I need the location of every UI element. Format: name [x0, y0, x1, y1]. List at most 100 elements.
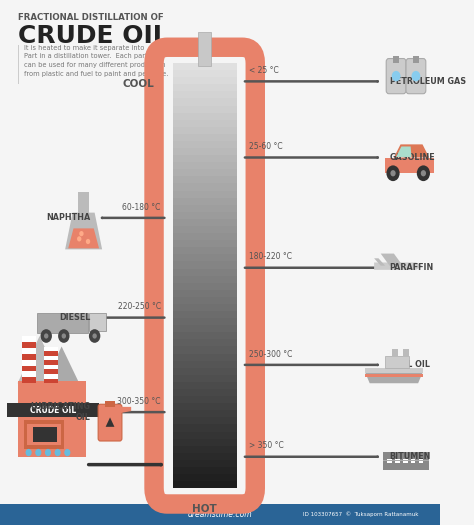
Polygon shape: [396, 146, 411, 157]
Bar: [22, 342, 36, 348]
Bar: [22, 336, 36, 383]
Text: FUEL OIL: FUEL OIL: [390, 360, 429, 370]
Bar: [173, 453, 237, 460]
Bar: [173, 183, 237, 191]
Bar: [173, 127, 237, 134]
Polygon shape: [365, 373, 422, 383]
Bar: [173, 226, 237, 233]
Polygon shape: [381, 254, 403, 266]
Bar: [173, 70, 237, 77]
Bar: [173, 254, 237, 261]
Bar: [173, 240, 237, 247]
Circle shape: [92, 333, 97, 339]
Bar: [173, 120, 237, 127]
Bar: [173, 474, 237, 481]
Bar: [173, 155, 237, 162]
Bar: [173, 212, 237, 219]
Text: CRUDE OIL: CRUDE OIL: [18, 24, 168, 48]
Circle shape: [26, 449, 32, 456]
Bar: [173, 141, 237, 148]
Text: 60-180 °C: 60-180 °C: [122, 203, 161, 212]
Bar: [173, 77, 237, 85]
Bar: [365, 374, 422, 377]
Bar: [419, 459, 423, 463]
Text: ID 103307657  ©  Tuksaporn Rattanamuk: ID 103307657 © Tuksaporn Rattanamuk: [302, 512, 418, 517]
Bar: [7, 403, 99, 417]
Bar: [173, 354, 237, 361]
Bar: [173, 438, 237, 446]
Bar: [395, 459, 400, 463]
Bar: [392, 349, 398, 357]
Bar: [173, 481, 237, 488]
Text: 25-60 °C: 25-60 °C: [249, 142, 283, 151]
Bar: [173, 91, 237, 99]
Text: > 350 °C: > 350 °C: [249, 442, 283, 450]
Bar: [173, 432, 237, 438]
Bar: [411, 459, 416, 463]
Bar: [44, 379, 58, 383]
Bar: [173, 205, 237, 212]
Bar: [173, 134, 237, 141]
Bar: [173, 311, 237, 318]
Bar: [44, 360, 58, 365]
Bar: [173, 197, 237, 205]
Text: FRACTIONAL DISTILLATION OF: FRACTIONAL DISTILLATION OF: [18, 13, 163, 22]
Bar: [0, 504, 440, 525]
Bar: [383, 460, 429, 461]
Circle shape: [55, 449, 61, 456]
Bar: [173, 346, 237, 354]
Bar: [27, 424, 61, 445]
Bar: [403, 349, 410, 357]
Bar: [22, 377, 36, 383]
Bar: [173, 297, 237, 304]
Circle shape: [64, 449, 71, 456]
Bar: [173, 247, 237, 254]
Text: 300-350 °C: 300-350 °C: [117, 397, 161, 406]
Polygon shape: [68, 228, 99, 248]
Text: DIESEL: DIESEL: [59, 313, 90, 322]
Bar: [18, 381, 86, 457]
Bar: [173, 403, 237, 411]
FancyBboxPatch shape: [98, 404, 122, 441]
Bar: [173, 368, 237, 375]
Bar: [89, 313, 106, 331]
Bar: [173, 446, 237, 453]
Bar: [173, 304, 237, 311]
Bar: [198, 32, 211, 66]
Bar: [173, 325, 237, 332]
Bar: [24, 420, 64, 449]
Bar: [173, 361, 237, 367]
Bar: [18, 45, 19, 84]
Bar: [173, 460, 237, 467]
Bar: [173, 382, 237, 389]
Bar: [173, 424, 237, 432]
Bar: [173, 106, 237, 112]
Bar: [173, 340, 237, 346]
Text: COOL: COOL: [122, 79, 154, 89]
Bar: [365, 368, 422, 373]
Bar: [173, 411, 237, 417]
Text: < 25 °C: < 25 °C: [249, 66, 278, 75]
Bar: [173, 169, 237, 176]
Bar: [173, 112, 237, 120]
Circle shape: [44, 333, 48, 339]
Circle shape: [79, 231, 83, 236]
Polygon shape: [18, 336, 62, 383]
Bar: [403, 459, 408, 463]
Polygon shape: [394, 144, 429, 157]
Bar: [173, 162, 237, 169]
Bar: [173, 63, 237, 70]
Bar: [173, 396, 237, 403]
Bar: [173, 261, 237, 269]
Circle shape: [392, 71, 401, 81]
Bar: [33, 427, 57, 442]
Text: BITUMEN: BITUMEN: [390, 452, 431, 461]
Bar: [173, 269, 237, 276]
Polygon shape: [385, 158, 434, 173]
Polygon shape: [120, 407, 131, 413]
Bar: [173, 332, 237, 340]
Bar: [173, 219, 237, 226]
Text: 180-220 °C: 180-220 °C: [249, 253, 292, 261]
Bar: [44, 346, 58, 383]
Bar: [173, 467, 237, 474]
